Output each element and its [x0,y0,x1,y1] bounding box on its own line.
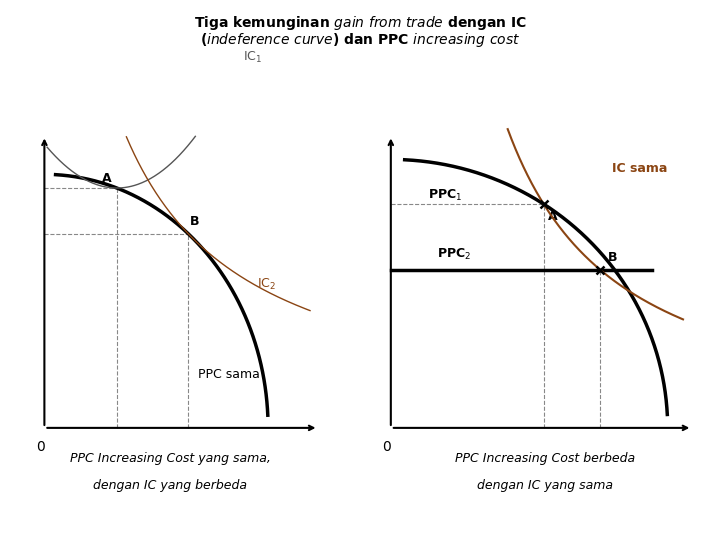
Text: A: A [102,172,112,185]
Text: 0: 0 [35,440,45,454]
Text: IC$_2$: IC$_2$ [257,277,276,292]
Text: IC$_1$: IC$_1$ [243,50,262,65]
Text: IC sama: IC sama [612,162,667,175]
Text: B: B [190,215,199,228]
Text: dengan IC yang sama: dengan IC yang sama [477,478,613,491]
Text: Tiga kemunginan $\it{gain\ from\ trade}$ dengan IC: Tiga kemunginan $\it{gain\ from\ trade}$… [194,14,526,31]
Text: PPC$_2$: PPC$_2$ [437,247,471,262]
Text: dengan IC yang berbeda: dengan IC yang berbeda [93,478,247,491]
Text: PPC sama: PPC sama [198,368,260,381]
Text: PPC Increasing Cost berbeda: PPC Increasing Cost berbeda [454,452,634,465]
Text: B: B [608,251,618,264]
Text: ($\it{indeference\ curve}$) dan PPC $\it{increasing\ cost}$: ($\it{indeference\ curve}$) dan PPC $\it… [200,31,520,49]
Text: 0: 0 [382,440,391,454]
Text: PPC$_1$: PPC$_1$ [428,188,462,203]
Text: A: A [549,210,558,223]
Text: PPC Increasing Cost yang sama,: PPC Increasing Cost yang sama, [70,452,271,465]
